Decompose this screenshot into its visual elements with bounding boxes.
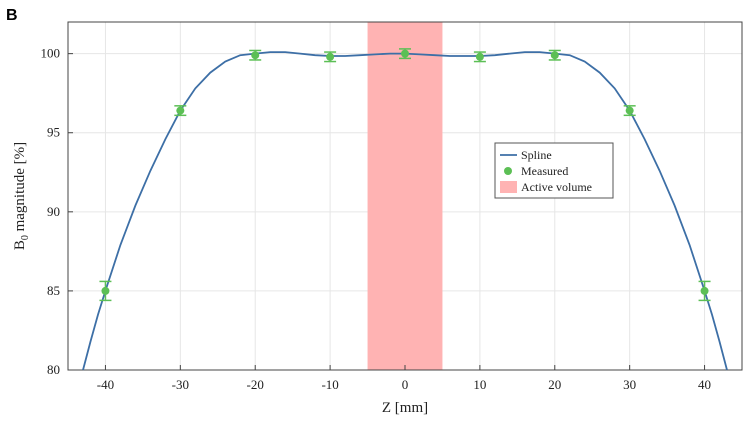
x-tick-label: -20 [247, 377, 264, 392]
x-tick-label: -30 [172, 377, 189, 392]
measured-point [623, 105, 636, 117]
y-axis-label-main: B [12, 240, 28, 250]
legend-measured-label: Measured [521, 164, 568, 178]
x-tick-label: 40 [698, 377, 711, 392]
legend-active-volume-label: Active volume [521, 180, 592, 194]
measured-marker [700, 286, 709, 295]
y-tick-label: 100 [41, 46, 61, 61]
y-tick-label: 85 [47, 283, 60, 298]
y-tick-label: 90 [47, 204, 60, 219]
measured-marker [251, 51, 260, 60]
x-tick-label: -40 [97, 377, 114, 392]
active-volume-region [367, 22, 443, 370]
panel-label: B [6, 7, 18, 24]
measured-marker [475, 52, 484, 61]
plot-area: -40 -30 -20 -10 0 10 20 30 40 80 85 90 95 100 [41, 21, 743, 392]
legend: Spline Measured Active volume [494, 142, 614, 199]
y-axis-label-subscript: 0 [20, 235, 31, 240]
measured-marker [101, 286, 110, 295]
x-tick-label: 30 [623, 377, 636, 392]
measured-point [249, 49, 262, 61]
measured-marker [326, 52, 335, 61]
measured-marker [176, 106, 185, 115]
measured-marker [401, 49, 409, 58]
measured-point [174, 105, 187, 117]
legend-spline-label: Spline [521, 148, 552, 162]
measured-point [324, 51, 337, 63]
measured-point [399, 48, 411, 60]
measured-marker [550, 51, 559, 60]
x-tick-label: 0 [402, 377, 409, 392]
measured-marker [625, 106, 634, 115]
measured-point [99, 280, 112, 302]
x-tick-label: 20 [548, 377, 561, 392]
x-axis-label: Z [mm] [382, 400, 428, 416]
y-tick-label: 95 [47, 125, 60, 140]
x-tick-label: -10 [321, 377, 338, 392]
y-tick-label: 80 [47, 362, 60, 377]
measured-point [698, 280, 711, 302]
y-axis-label-rest: magnitude [%] [12, 142, 28, 235]
legend-active-volume-swatch [500, 181, 517, 193]
x-tick-label: 10 [473, 377, 486, 392]
y-axis-label: B0 magnitude [%] [12, 142, 31, 250]
measured-point [548, 49, 561, 61]
measured-point [473, 51, 486, 63]
legend-measured-swatch [504, 167, 512, 175]
